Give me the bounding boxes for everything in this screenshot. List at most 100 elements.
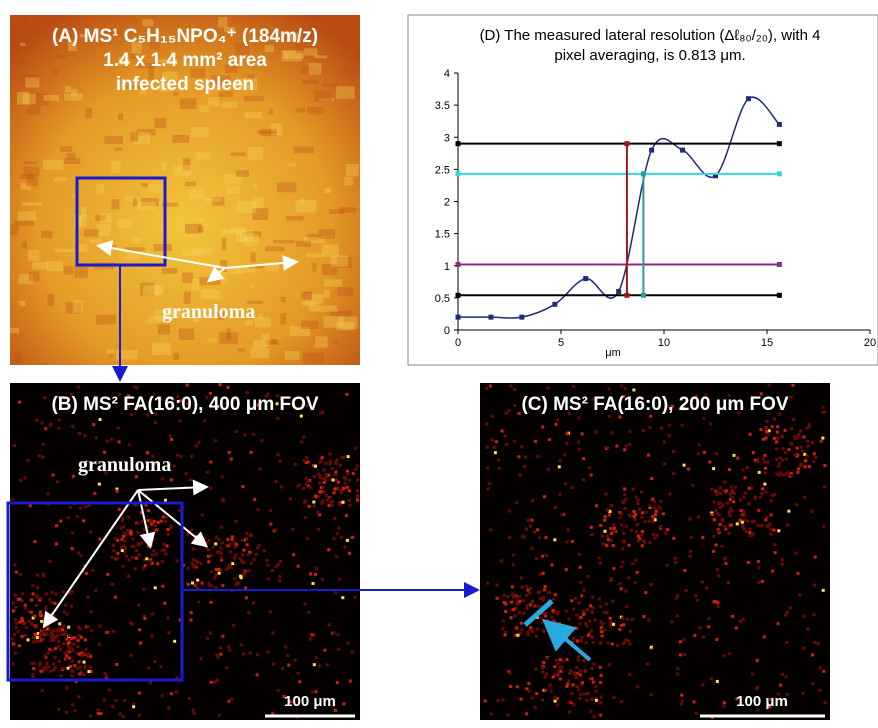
pixel: [228, 648, 232, 652]
pixel: [199, 657, 203, 661]
pixel: [233, 577, 237, 581]
pixel: [590, 667, 594, 671]
marker: [624, 141, 630, 147]
pixel: [260, 439, 264, 443]
pixel: [334, 708, 338, 712]
texture: [16, 91, 30, 105]
pixel: [515, 626, 519, 630]
pixel: [31, 584, 35, 588]
pixel: [121, 715, 125, 719]
pixel: [761, 487, 765, 491]
pixel: [38, 454, 42, 458]
pixel: [611, 544, 615, 548]
pixel: [585, 624, 589, 628]
pixel: [653, 518, 657, 522]
pixel: [571, 637, 575, 641]
pixel: [110, 555, 114, 559]
texture: [236, 201, 257, 214]
pixel: [319, 490, 323, 494]
texture: [132, 237, 142, 243]
pixel: [519, 697, 523, 701]
pixel: [739, 508, 743, 512]
pixel: [612, 526, 616, 530]
pixel: [563, 453, 567, 457]
pixel: [765, 419, 769, 423]
pixel: [52, 399, 56, 403]
pixel: [540, 621, 544, 625]
pixel: [508, 684, 512, 688]
pixel: [77, 432, 81, 436]
pixel: [163, 520, 167, 524]
pixel: [117, 507, 121, 511]
pixel: [722, 701, 726, 705]
pixel: [205, 636, 209, 640]
pixel: [621, 642, 625, 646]
pixel: [281, 667, 285, 671]
pixel: [557, 669, 561, 673]
pixel: [509, 616, 513, 620]
pixel: [88, 665, 92, 669]
pixel: [723, 491, 727, 495]
pixel: [551, 621, 555, 625]
pixel: [599, 523, 603, 527]
pixel: [317, 527, 321, 531]
texture: [235, 170, 249, 177]
pixel: [634, 558, 638, 562]
pixel: [806, 444, 810, 448]
pixel: [753, 495, 757, 499]
texture: [161, 268, 178, 274]
pixel: [771, 401, 775, 405]
pixel: [533, 706, 537, 710]
pixel: [31, 673, 35, 677]
pixel: [650, 477, 654, 481]
texture: [151, 342, 171, 356]
pixel: [682, 463, 686, 467]
pixel: [776, 425, 780, 429]
pixel: [777, 473, 781, 477]
pixel: [179, 399, 183, 403]
pixel: [593, 430, 597, 434]
pixel: [98, 537, 102, 541]
pixel: [13, 563, 17, 567]
pixel: [36, 639, 40, 643]
pixel: [579, 615, 583, 619]
pixel: [47, 665, 51, 669]
pixel: [166, 528, 170, 532]
pixel: [144, 503, 148, 507]
pixel: [717, 529, 721, 533]
pixel: [167, 706, 171, 710]
texture: [303, 236, 325, 244]
pixel: [347, 551, 351, 555]
pixel: [89, 629, 93, 633]
texture: [212, 197, 225, 206]
pixel: [230, 535, 234, 539]
pixel: [522, 535, 526, 539]
pixel: [214, 585, 218, 589]
pixel: [567, 700, 571, 704]
pixel: [350, 650, 354, 654]
pixel: [220, 558, 224, 562]
pixel: [205, 396, 209, 400]
pixel: [670, 620, 674, 624]
pixel: [51, 473, 55, 477]
pixel: [584, 669, 588, 673]
texture: [131, 41, 142, 54]
texture: [295, 108, 306, 113]
pixel: [770, 425, 774, 429]
pixel: [329, 500, 333, 504]
pixel: [154, 412, 158, 416]
pixel: [79, 670, 83, 674]
texture: [184, 223, 202, 234]
pixel: [517, 601, 521, 605]
pixel: [330, 504, 334, 508]
texture: [63, 266, 74, 275]
pixel: [23, 476, 27, 480]
pixel: [224, 567, 228, 571]
pixel: [166, 533, 170, 537]
pixel: [812, 452, 816, 456]
line-profile: [523, 599, 554, 627]
pixel: [276, 688, 280, 692]
pixel: [153, 461, 157, 465]
pixel: [756, 708, 760, 712]
pixel: [136, 521, 140, 525]
